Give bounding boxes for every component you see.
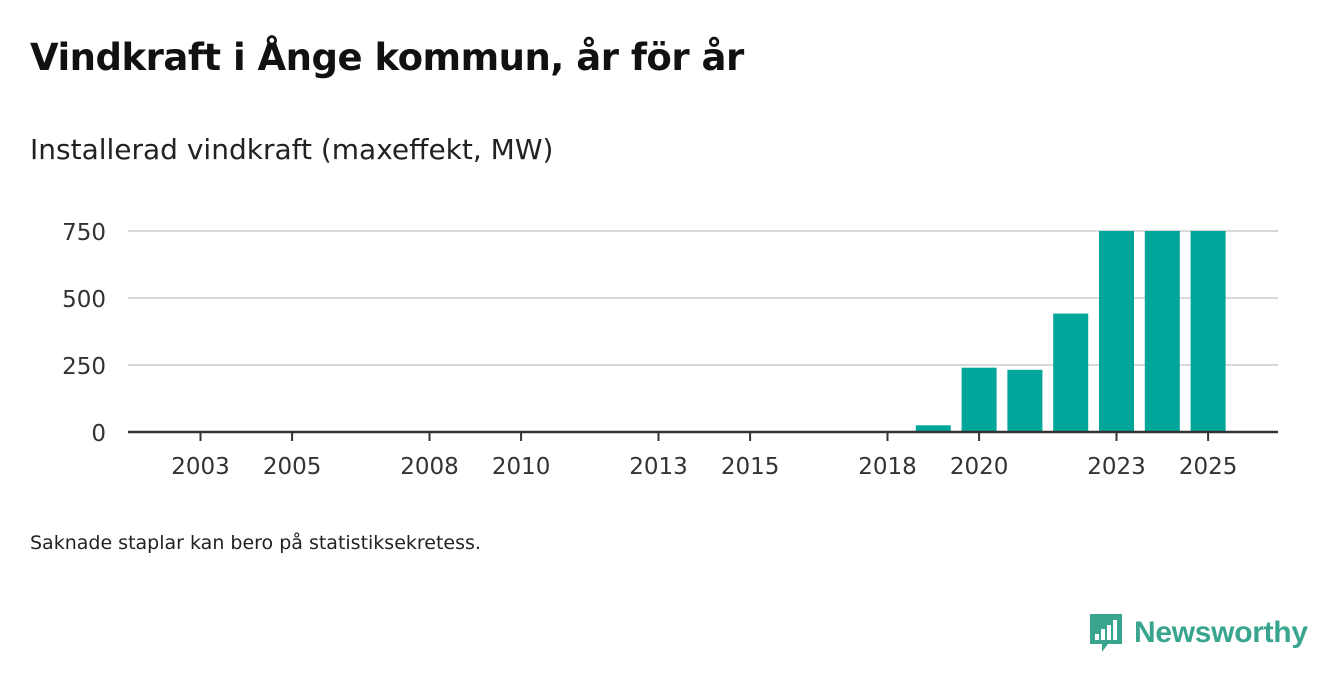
bar-2020 xyxy=(961,367,997,432)
x-axis-ticks: 2003 2005 2008 2010 2013 2015 2018 2020 2023 2025 xyxy=(171,432,1237,480)
bars xyxy=(915,231,1226,432)
bar-2023 xyxy=(1099,231,1134,432)
bar-2024 xyxy=(1144,231,1180,432)
x-tick-label: 2010 xyxy=(492,454,551,480)
x-tick-label: 2020 xyxy=(950,454,1009,480)
brand-name: Newsworthy xyxy=(1134,616,1308,649)
x-tick-label: 2025 xyxy=(1179,454,1238,480)
brand-logo[interactable]: Newsworthy xyxy=(1088,612,1308,654)
x-tick-label: 2013 xyxy=(629,454,688,480)
bar-2021 xyxy=(1007,369,1043,432)
x-tick-label: 2005 xyxy=(263,454,322,480)
newsworthy-logo-icon xyxy=(1090,614,1122,652)
y-tick-label: 250 xyxy=(62,354,106,380)
x-tick-label: 2003 xyxy=(171,454,230,480)
bar-2019 xyxy=(915,425,951,432)
chart-subtitle: Installerad vindkraft (maxeffekt, MW) xyxy=(30,133,554,166)
y-tick-label: 750 xyxy=(62,220,106,246)
x-tick-label: 2023 xyxy=(1087,454,1146,480)
x-tick-label: 2018 xyxy=(858,454,917,480)
x-tick-label: 2008 xyxy=(400,454,459,480)
footnote: Saknade staplar kan bero på statistiksek… xyxy=(30,532,481,554)
y-axis-ticks: 0 250 500 750 xyxy=(62,220,106,447)
bar-2022 xyxy=(1053,313,1089,432)
chart-title: Vindkraft i Ånge kommun, år för år xyxy=(30,36,744,79)
y-tick-label: 500 xyxy=(62,287,106,313)
bar-2025 xyxy=(1190,231,1226,432)
y-tick-label: 0 xyxy=(91,421,106,447)
x-tick-label: 2015 xyxy=(721,454,780,480)
